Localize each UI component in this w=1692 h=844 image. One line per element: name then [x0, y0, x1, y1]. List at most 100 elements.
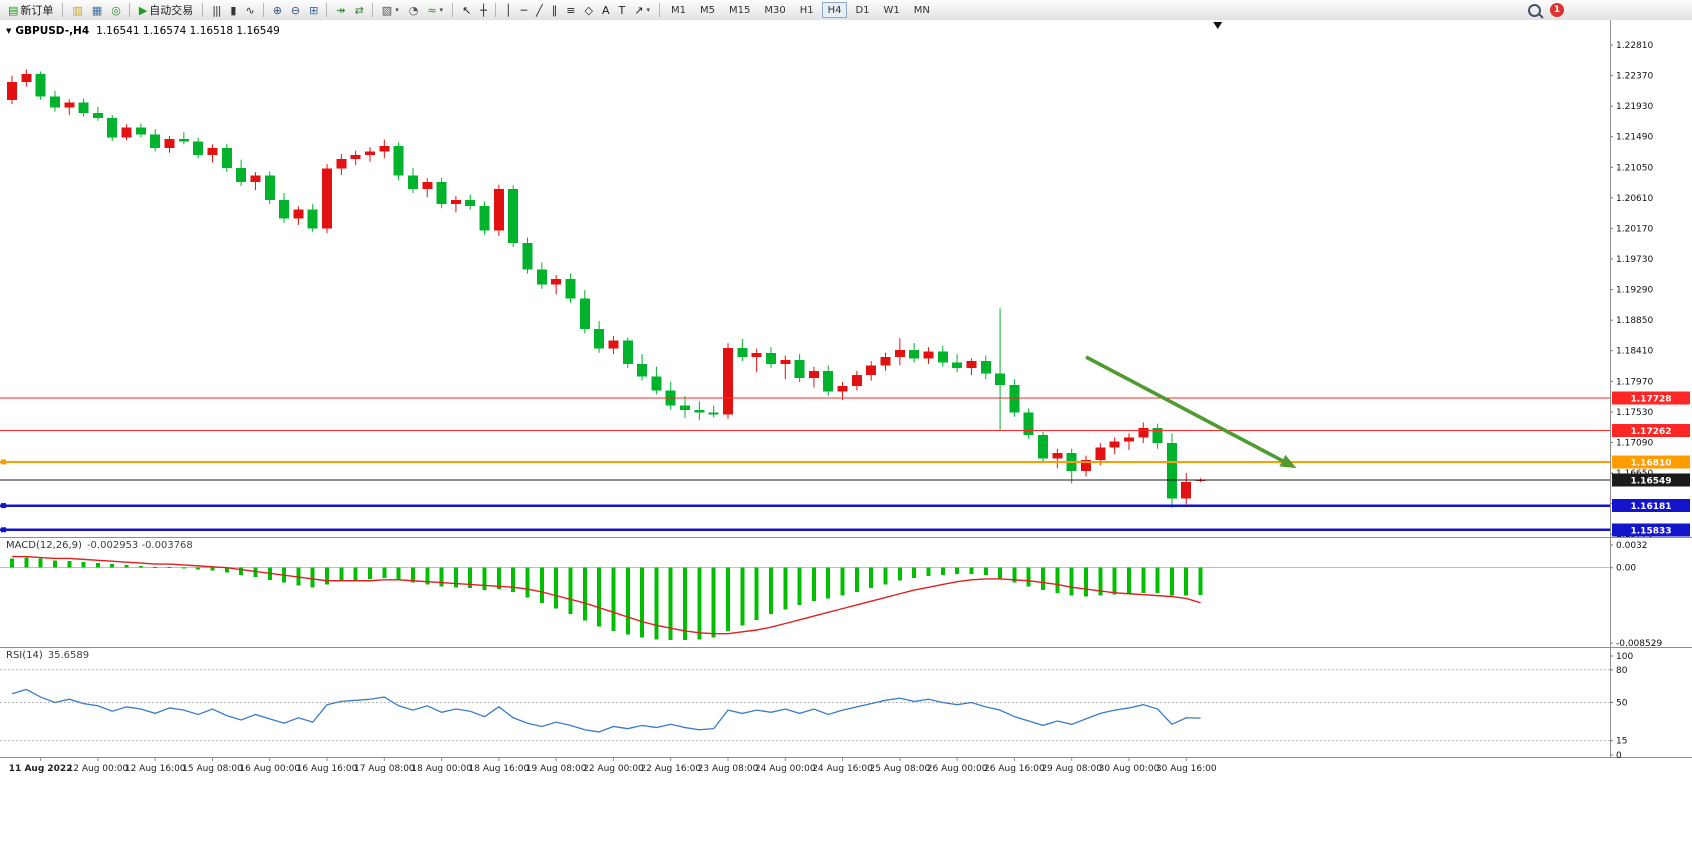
crosshair-icon: ┼ [480, 3, 487, 17]
text-icon: A [601, 3, 609, 17]
new-order-button[interactable]: ▤ 新订单 [4, 2, 57, 19]
timeframe-m15[interactable]: M15 [723, 2, 756, 18]
profiles-button[interactable]: ◔ [405, 2, 422, 19]
svg-text:1.17530: 1.17530 [1616, 408, 1653, 418]
trendline-button[interactable]: ╱ [532, 2, 546, 19]
svg-text:1.18410: 1.18410 [1616, 347, 1653, 357]
trend-arrow-line[interactable] [1085, 355, 1284, 463]
data-window-button[interactable]: ▦ [88, 2, 105, 19]
text-button[interactable]: A [598, 2, 613, 19]
timeframe-m5[interactable]: M5 [694, 2, 721, 18]
market-watch-icon: ▥ [72, 3, 82, 17]
svg-text:1.17090: 1.17090 [1616, 438, 1653, 448]
toolbar-separator [452, 3, 454, 17]
timeframe-m1[interactable]: M1 [665, 2, 692, 18]
svg-text:25 Aug 08:00: 25 Aug 08:00 [869, 764, 930, 774]
toolbar-separator [262, 3, 264, 17]
notification-badge[interactable]: 1 [1550, 3, 1564, 17]
market-watch-button[interactable]: ▥ [68, 2, 85, 19]
auto-trading-button[interactable]: ▶ 自动交易 [135, 2, 197, 19]
vline-icon: │ [504, 3, 512, 17]
play-icon: ▶ [138, 3, 148, 17]
svg-text:1.17728: 1.17728 [1631, 395, 1672, 405]
navigator-button[interactable]: ◎ [107, 2, 124, 19]
timeframe-mn[interactable]: MN [908, 2, 936, 18]
svg-text:22 Aug 00:00: 22 Aug 00:00 [583, 764, 644, 774]
zoom-out-icon: ⊖ [290, 3, 300, 17]
svg-text:1.21490: 1.21490 [1616, 133, 1653, 143]
toolbar-separator [128, 3, 130, 17]
svg-text:19 Aug 08:00: 19 Aug 08:00 [526, 764, 587, 774]
timeframe-h4[interactable]: H4 [821, 2, 848, 18]
clock-icon: ◔ [408, 3, 419, 17]
dropdown-caret-icon: ▾ [439, 6, 444, 14]
rsi-axis-label: 15 [1616, 737, 1627, 747]
line-selection-handle[interactable] [1, 527, 6, 533]
arrow-icon: ↗ [634, 3, 643, 17]
arrows-button[interactable]: ↗ ▾ [630, 2, 654, 19]
navigator-icon: ◎ [111, 3, 121, 17]
vertical-line-button[interactable]: │ [501, 2, 515, 19]
toolbar-separator [202, 3, 204, 17]
price-badge: 1.15833 [1612, 523, 1690, 536]
svg-text:12 Aug 00:00: 12 Aug 00:00 [68, 764, 129, 774]
indicator-icon: ≈ [427, 3, 436, 17]
channel-button[interactable]: ∥ [548, 2, 561, 19]
svg-text:1.22370: 1.22370 [1616, 72, 1653, 82]
svg-text:1.15833: 1.15833 [1631, 526, 1672, 536]
autoscroll-icon: ↠ [336, 3, 345, 17]
zoom-out-button[interactable]: ⊖ [287, 2, 303, 19]
candles [7, 69, 1206, 508]
chart-shift-button[interactable]: ⇄ [351, 2, 367, 19]
svg-text:1.21050: 1.21050 [1616, 163, 1653, 173]
line-selection-handle[interactable] [1, 459, 6, 465]
price-chart-canvas[interactable]: 1.22810 1.22370 1.21930 1.21490 1.21050 1.206… [0, 20, 1692, 844]
toolbar-separator [326, 3, 328, 17]
auto-scroll-button[interactable]: ↠ [332, 2, 348, 19]
line-selection-handle[interactable] [1, 503, 6, 509]
timeframe-d1[interactable]: D1 [849, 2, 875, 18]
label-icon: T [618, 3, 626, 17]
fibo-icon: ≡ [566, 3, 575, 17]
price-badge: 1.17262 [1612, 423, 1690, 437]
rsi-line [11, 688, 1201, 733]
search-icon[interactable] [1528, 3, 1541, 17]
rsi-axis-label: 0 [1616, 751, 1622, 761]
zoom-in-button[interactable]: ⊕ [269, 2, 285, 19]
candlestick-chart-button[interactable]: ▮ [226, 2, 239, 19]
trend-arrow-head[interactable] [1279, 454, 1297, 469]
toolbar-separator [658, 3, 660, 17]
auto-trading-button-label: 自动交易 [149, 4, 194, 17]
new-chart-icon: ▧ [381, 3, 392, 17]
price-badge: 1.16810 [1612, 455, 1690, 469]
tile-windows-button[interactable]: ⊞ [305, 2, 321, 19]
label-button[interactable]: T [615, 2, 629, 19]
horizontal-line-button[interactable]: ─ [517, 2, 531, 19]
svg-text:15 Aug 08:00: 15 Aug 08:00 [182, 764, 243, 774]
chart-area[interactable]: 1.22810 1.22370 1.21930 1.21490 1.21050 1.206… [0, 20, 1692, 844]
line-chart-button[interactable]: ∿ [241, 2, 257, 19]
chart-plus-icon: ▤ [8, 3, 18, 17]
candles-icon: ▮ [230, 3, 236, 17]
price-badge: 1.17728 [1612, 391, 1690, 405]
shift-icon: ⇄ [354, 3, 364, 17]
indicators-button[interactable]: ≈ ▾ [423, 2, 447, 19]
svg-text:1.20610: 1.20610 [1616, 194, 1653, 204]
toolbar-separator [371, 3, 373, 17]
timeframe-w1[interactable]: W1 [878, 2, 906, 18]
toolbar-groups: ▤ 新订单 ▥ ▦ ◎ ▶ 自动交易 ||| ▮ ∿ ⊕ ⊖ ⊞ ↠ ⇄ ▧ ▾ ◔ ≈ ▾ ↖ ┼ │ ─ ╱ ∥ ≡ ◇ A T ↗ ▾ M… [3, 2, 937, 19]
tile-icon: ⊞ [309, 3, 318, 17]
timeframe-h1[interactable]: H1 [794, 2, 820, 18]
svg-text:22 Aug 16:00: 22 Aug 16:00 [640, 764, 701, 774]
crosshair-button[interactable]: ┼ [476, 2, 490, 19]
series-end-marker-icon [1213, 22, 1223, 29]
timeframe-m30[interactable]: M30 [758, 2, 791, 18]
fibonacci-button[interactable]: ≡ [562, 2, 578, 19]
channel-icon: ∥ [551, 3, 557, 17]
cursor-button[interactable]: ↖ [458, 2, 474, 19]
new-chart-button[interactable]: ▧ ▾ [378, 2, 403, 19]
shapes-button[interactable]: ◇ [581, 2, 596, 19]
macd-axis-label: 0.0032 [1616, 541, 1648, 551]
bar-chart-button[interactable]: ||| [208, 2, 224, 19]
rsi-axis-label: 50 [1616, 699, 1628, 709]
